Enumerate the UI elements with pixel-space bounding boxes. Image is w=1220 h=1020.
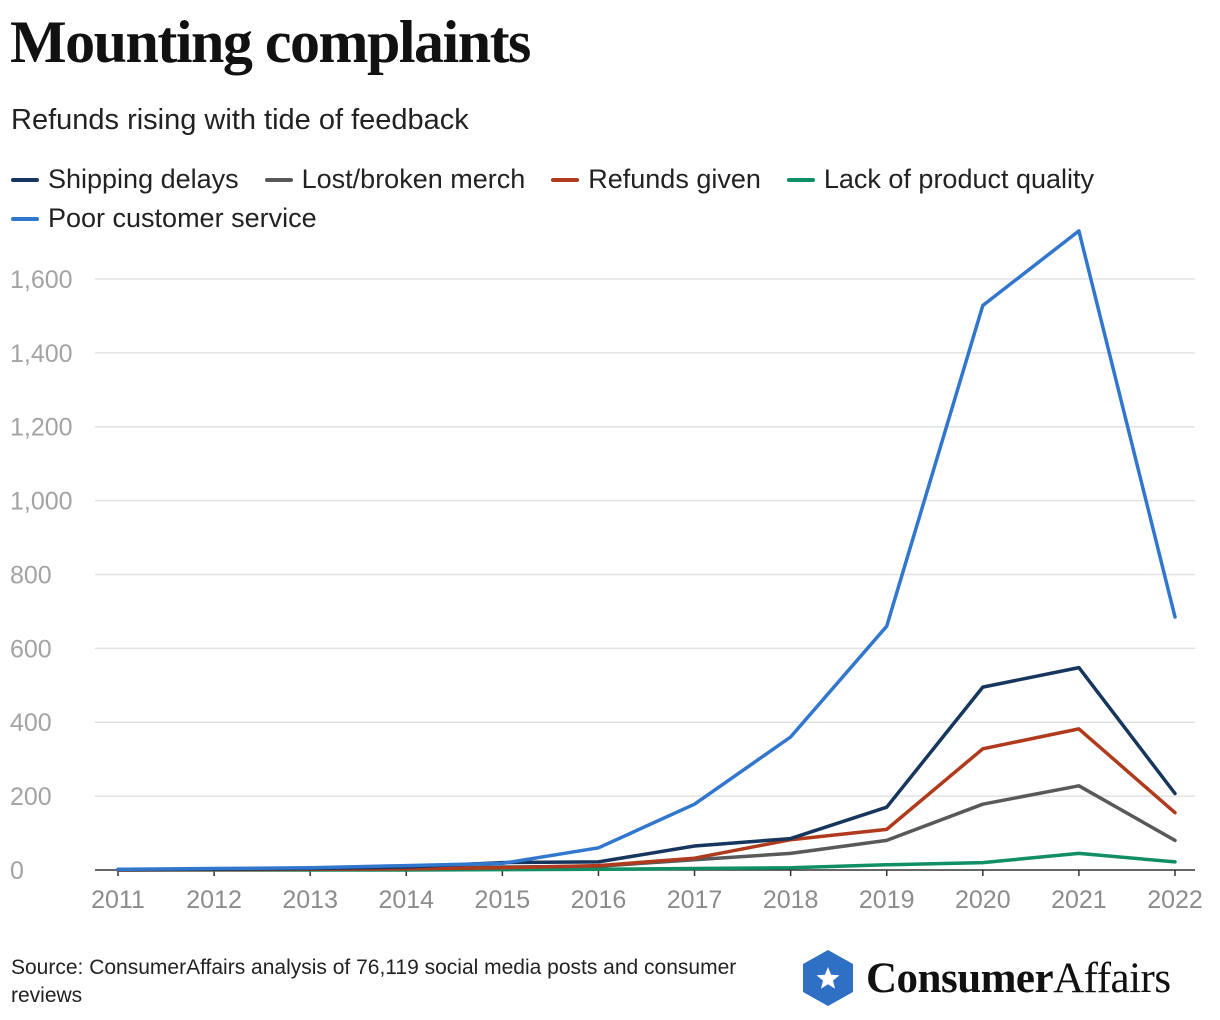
x-tick-label: 2014 bbox=[378, 886, 434, 914]
legend-item: Lack of product quality bbox=[786, 164, 1095, 195]
line-chart: 0 200 400 600 800 1,000 1,200 1,400 1,600 2011 201… bbox=[10, 229, 1203, 914]
y-tick-label: 1,000 bbox=[10, 488, 73, 516]
x-tick-label: 2011 bbox=[91, 886, 145, 914]
chart-title: Mounting complaints bbox=[10, 9, 531, 75]
legend-item: Poor customer service bbox=[11, 203, 317, 234]
legend-swatch bbox=[786, 177, 815, 182]
brand-logo: ConsumerAffairs bbox=[800, 948, 1171, 1008]
y-tick-label: 400 bbox=[10, 709, 52, 737]
legend-swatch bbox=[11, 177, 39, 182]
x-tick-label: 2013 bbox=[282, 886, 338, 914]
y-tick-label: 600 bbox=[10, 635, 52, 663]
brand-name-bold: Consumer bbox=[866, 954, 1054, 1002]
y-tick-label: 800 bbox=[10, 561, 52, 589]
legend-label: Lost/broken merch bbox=[301, 164, 526, 194]
y-tick-label: 1,400 bbox=[10, 340, 73, 368]
y-tick-label: 0 bbox=[10, 857, 24, 885]
series-line-shipping-delays bbox=[116, 665, 1177, 872]
x-tick-label: 2017 bbox=[667, 886, 723, 914]
brand-name-regular: Affairs bbox=[1053, 954, 1171, 1002]
legend: Shipping delays Lost/broken merch Refunds … bbox=[11, 164, 1211, 234]
x-tick-label: 2022 bbox=[1147, 886, 1203, 914]
legend-label: Refunds given bbox=[588, 164, 761, 194]
legend-swatch bbox=[551, 177, 580, 182]
brand-name: ConsumerAffairs bbox=[866, 954, 1171, 1003]
legend-item: Refunds given bbox=[551, 164, 761, 195]
legend-label: Lack of product quality bbox=[823, 164, 1095, 194]
series-line-poor-customer-service bbox=[116, 229, 1177, 872]
legend-label: Shipping delays bbox=[48, 164, 239, 194]
y-tick-label: 1,600 bbox=[10, 266, 73, 294]
x-tick-label: 2020 bbox=[955, 886, 1011, 914]
x-tick-label: 2019 bbox=[859, 886, 915, 914]
legend-swatch bbox=[11, 216, 39, 221]
x-tick-label: 2018 bbox=[763, 886, 819, 914]
x-tick-label: 2012 bbox=[186, 886, 242, 914]
legend-item: Shipping delays bbox=[11, 164, 239, 195]
legend-label: Poor customer service bbox=[48, 203, 317, 233]
chart-subtitle: Refunds rising with tide of feedback bbox=[11, 104, 469, 136]
y-tick-label: 1,200 bbox=[10, 414, 73, 442]
x-tick-label: 2021 bbox=[1051, 886, 1107, 914]
x-tick-label: 2016 bbox=[571, 886, 627, 914]
x-tick-label: 2015 bbox=[475, 886, 531, 914]
legend-item: Lost/broken merch bbox=[264, 164, 526, 195]
legend-swatch bbox=[264, 177, 293, 182]
star-icon bbox=[803, 950, 853, 1006]
y-tick-label: 200 bbox=[10, 783, 52, 811]
source-note: Source: ConsumerAffairs analysis of 76,1… bbox=[11, 956, 737, 1007]
